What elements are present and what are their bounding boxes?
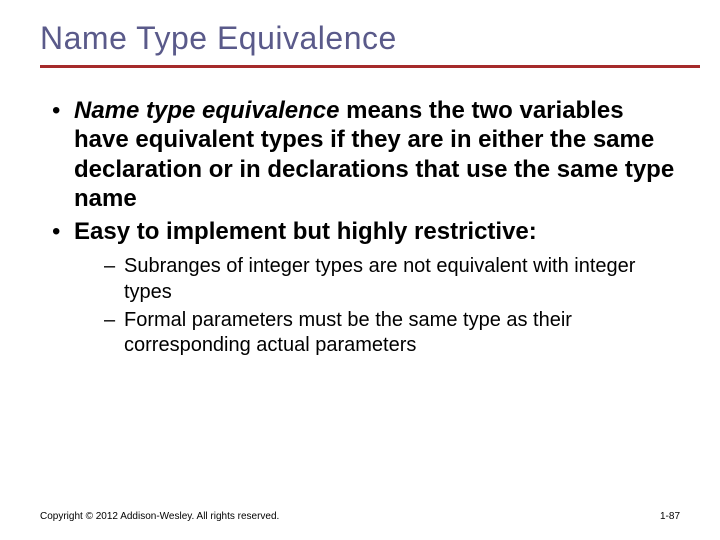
slide-title: Name Type Equivalence [40, 20, 680, 57]
sub-bullet-list: Subranges of integer types are not equiv… [74, 254, 680, 358]
title-underline [40, 65, 700, 68]
slide-footer: Copyright © 2012 Addison-Wesley. All rig… [40, 511, 680, 522]
sub-bullet-item: Subranges of integer types are not equiv… [104, 254, 680, 305]
bullet-item: Easy to implement but highly restrictive… [52, 217, 680, 359]
slide: Name Type Equivalence Name type equivale… [0, 0, 720, 540]
italic-term: Name type equivalence [74, 97, 339, 124]
page-number: 1-87 [660, 511, 680, 522]
sub-bullet-item: Formal parameters must be the same type … [104, 308, 680, 359]
copyright-text: Copyright © 2012 Addison-Wesley. All rig… [40, 511, 279, 522]
bullet-list: Name type equivalence means the two vari… [40, 96, 680, 359]
bullet-text: Easy to implement but highly restrictive… [74, 218, 537, 245]
bullet-item: Name type equivalence means the two vari… [52, 96, 680, 213]
